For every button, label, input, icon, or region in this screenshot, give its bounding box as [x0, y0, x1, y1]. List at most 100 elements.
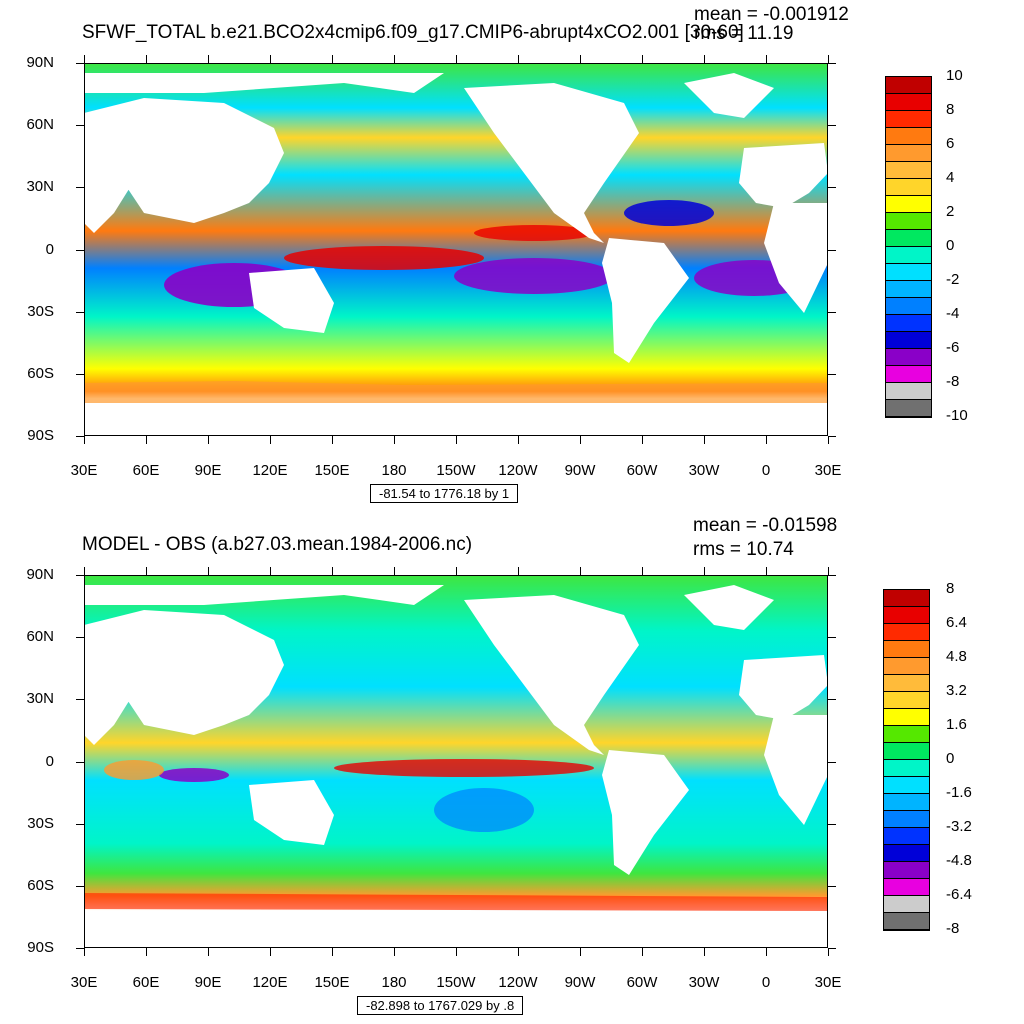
lat-tick-mark	[76, 761, 84, 763]
colorbar-box	[886, 332, 931, 349]
lat-tick-mark	[76, 63, 84, 64]
colorbar-box	[884, 828, 929, 845]
colorbar	[885, 76, 932, 418]
colorbar-label: 4.8	[946, 648, 967, 665]
siberia	[84, 73, 444, 93]
colorbar-box	[884, 692, 929, 709]
siberia	[84, 585, 444, 605]
lat-tick-mark	[76, 637, 84, 639]
colorbar-label: -1.6	[946, 784, 972, 801]
colorbar-box	[884, 590, 929, 607]
australia	[249, 780, 334, 845]
lat-tick-mark	[828, 575, 836, 576]
lon-tick-mark	[84, 567, 85, 575]
lon-tick-label: 90E	[194, 462, 222, 479]
lat-tick-label: 30S	[27, 302, 54, 320]
panel-bottom: mean = -0.01598 MODEL - OBS (a.b27.03.me…	[0, 512, 1024, 1024]
lat-tick-mark	[828, 436, 836, 437]
lon-tick-mark	[642, 948, 643, 956]
lon-tick-mark	[456, 948, 457, 956]
colorbar-box	[886, 213, 931, 230]
lon-tick-label: 90W	[564, 462, 596, 479]
lat-tick-label: 60N	[26, 628, 54, 646]
lon-tick-label: 60W	[626, 974, 658, 991]
lon-tick-mark	[208, 567, 209, 575]
colorbar	[883, 589, 930, 931]
colorbar-label: -4	[946, 305, 960, 322]
lon-tick-label: 90E	[194, 974, 222, 991]
lat-tick-label: 90N	[26, 54, 54, 71]
south-pacific-minimum	[454, 258, 614, 294]
lon-tick-mark	[704, 55, 705, 63]
lon-tick-mark	[394, 436, 395, 444]
lat-tick-label: 0	[45, 752, 54, 770]
colorbar-label: -8	[946, 373, 960, 390]
lat-tick-label: 30N	[26, 178, 54, 196]
lon-tick-mark	[518, 567, 519, 575]
greenland	[684, 73, 774, 118]
lon-tick-label: 150W	[436, 462, 476, 479]
lon-tick-mark	[270, 948, 271, 956]
colorbar-box	[884, 777, 929, 794]
colorbar-box	[884, 760, 929, 777]
colorbar-box	[884, 743, 929, 760]
lon-tick-mark	[146, 567, 147, 575]
europe	[739, 143, 828, 208]
sfwf-map	[84, 63, 828, 436]
africa	[764, 715, 828, 825]
lon-tick-mark	[828, 948, 829, 956]
north-atlantic-minimum	[624, 200, 714, 226]
lon-tick-mark	[704, 436, 705, 444]
colorbar-label: 6.4	[946, 614, 967, 631]
colorbar-box	[886, 383, 931, 400]
lon-tick-label: 30E	[814, 462, 842, 479]
southern-ocean-band	[84, 893, 828, 911]
colorbar-box	[886, 281, 931, 298]
colorbar-label: 0	[946, 237, 955, 254]
colorbar-box	[884, 675, 929, 692]
lat-tick-label: 30N	[26, 690, 54, 708]
lon-tick-mark	[394, 55, 395, 63]
lat-tick-mark	[76, 699, 84, 701]
contour-info-box: -82.898 to 1767.029 by .8	[357, 996, 524, 1015]
lon-tick-mark	[456, 436, 457, 444]
lon-tick-label: 30W	[688, 462, 720, 479]
lat-tick-label: 60S	[27, 364, 54, 382]
south-america	[602, 750, 689, 875]
lon-tick-mark	[704, 948, 705, 956]
lat-tick-label: 90N	[26, 566, 54, 583]
colorbar-box	[884, 862, 929, 879]
lat-tick-mark	[76, 125, 84, 127]
lon-tick-mark	[642, 55, 643, 63]
lon-tick-label: 90W	[564, 974, 596, 991]
colorbar-label: 0	[946, 750, 955, 767]
lon-tick-mark	[580, 55, 581, 63]
lat-tick-mark	[76, 187, 84, 189]
lon-tick-mark	[518, 948, 519, 956]
lon-tick-label: 120E	[252, 974, 288, 991]
lon-tick-label: 120E	[252, 462, 288, 479]
map-frame	[84, 63, 828, 436]
lat-tick-mark	[828, 761, 836, 763]
lat-tick-mark	[828, 63, 836, 64]
europe	[739, 655, 828, 720]
mean-label: mean = -0.001912	[694, 4, 849, 25]
lon-tick-label: 0	[761, 462, 771, 479]
lon-tick-mark	[84, 436, 85, 444]
lon-tick-label: 150E	[314, 974, 350, 991]
colorbar-label: -4.8	[946, 852, 972, 869]
lon-tick-mark	[704, 567, 705, 575]
colorbar-box	[884, 607, 929, 624]
lat-tick-mark	[76, 575, 84, 576]
lat-tick-label: 30S	[27, 814, 54, 832]
colorbar-box	[886, 128, 931, 145]
lat-tick-mark	[828, 699, 836, 701]
greenland	[684, 585, 774, 630]
lat-tick-mark	[828, 311, 836, 313]
lat-tick-mark	[76, 436, 84, 437]
panel-top: mean = -0.001912 SFWF_TOTAL b.e21.BCO2x4…	[26, 4, 968, 503]
colorbar-box	[886, 315, 931, 332]
colorbar-label: -6.4	[946, 886, 972, 903]
lon-tick-mark	[332, 55, 333, 63]
lat-tick-mark	[76, 373, 84, 375]
